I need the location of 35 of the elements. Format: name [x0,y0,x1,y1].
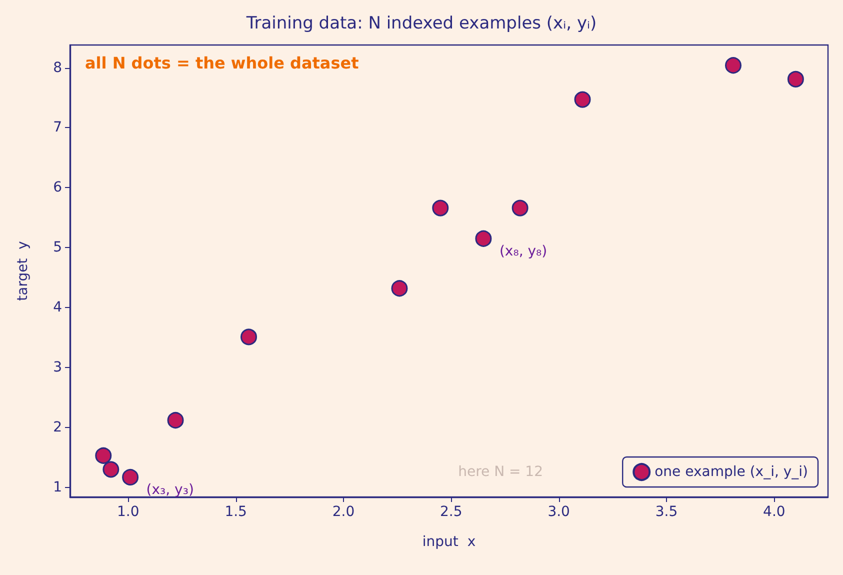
point [391,280,408,297]
y-tick-label: 2 [53,419,62,436]
y-tick-label: 5 [53,240,62,256]
point [475,230,492,247]
y-tick-label: 7 [53,120,62,136]
point [122,468,139,486]
point [432,200,449,216]
annotation: here N = 12 [458,464,544,480]
x-tick-label: 3.0 [548,504,570,520]
point [512,200,528,216]
y-tick-label: 8 [53,60,62,76]
x-tick-label: 1.0 [117,504,140,520]
point [102,461,120,478]
x-tick-label: 2.5 [440,504,462,520]
y-tick-label: 3 [53,360,62,376]
x-tick-label: 4.0 [763,504,786,520]
y-axis-title: target y [15,241,31,301]
annotation: (x₈, y₈) [499,244,548,260]
point [167,412,184,429]
annotation: all N dots = the whole dataset [85,54,360,72]
legend-label: one example (x_i, y_i) [654,464,808,480]
point [574,91,591,108]
y-tick-label: 6 [53,180,62,196]
x-tick-label: 1.5 [224,504,247,520]
point [240,328,257,346]
point [725,57,742,74]
x-tick-label: 2.0 [332,504,355,520]
annotation: (x₃, y₃) [146,482,194,498]
chart-title: Training data: N indexed examples (xᵢ, yᵢ) [245,14,597,34]
x-tick-label: 3.5 [655,504,678,520]
y-tick-label: 4 [53,300,62,316]
point [787,70,804,88]
point [95,447,112,464]
x-axis-title: input x [422,534,476,550]
y-tick-label: 1 [53,479,62,496]
